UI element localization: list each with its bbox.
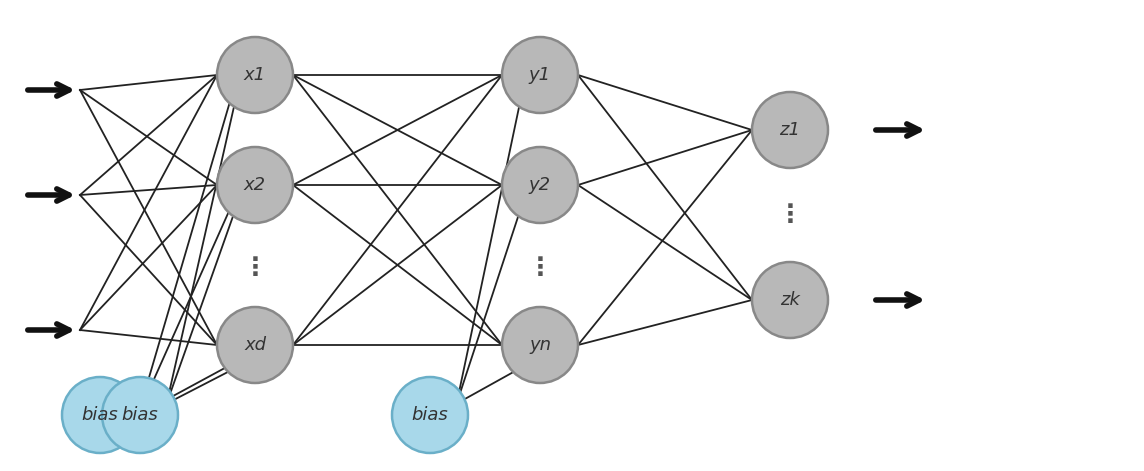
Text: ⋮: ⋮ <box>243 256 268 280</box>
Circle shape <box>217 37 293 113</box>
Text: zk: zk <box>780 291 800 309</box>
Text: ⋮: ⋮ <box>527 256 553 280</box>
Text: bias: bias <box>121 406 158 424</box>
Circle shape <box>752 92 828 168</box>
Text: z1: z1 <box>779 121 801 139</box>
Circle shape <box>502 307 578 383</box>
Circle shape <box>102 377 178 453</box>
Circle shape <box>502 37 578 113</box>
Text: x2: x2 <box>244 176 267 194</box>
Text: y2: y2 <box>529 176 551 194</box>
Text: xd: xd <box>244 336 267 354</box>
Text: ⋮: ⋮ <box>778 203 802 227</box>
Circle shape <box>752 262 828 338</box>
Text: bias: bias <box>81 406 118 424</box>
Circle shape <box>62 377 138 453</box>
Circle shape <box>392 377 468 453</box>
Text: yn: yn <box>529 336 551 354</box>
Text: bias: bias <box>412 406 448 424</box>
Circle shape <box>217 307 293 383</box>
Circle shape <box>217 147 293 223</box>
Circle shape <box>502 147 578 223</box>
Text: x1: x1 <box>244 66 267 84</box>
Text: y1: y1 <box>529 66 551 84</box>
